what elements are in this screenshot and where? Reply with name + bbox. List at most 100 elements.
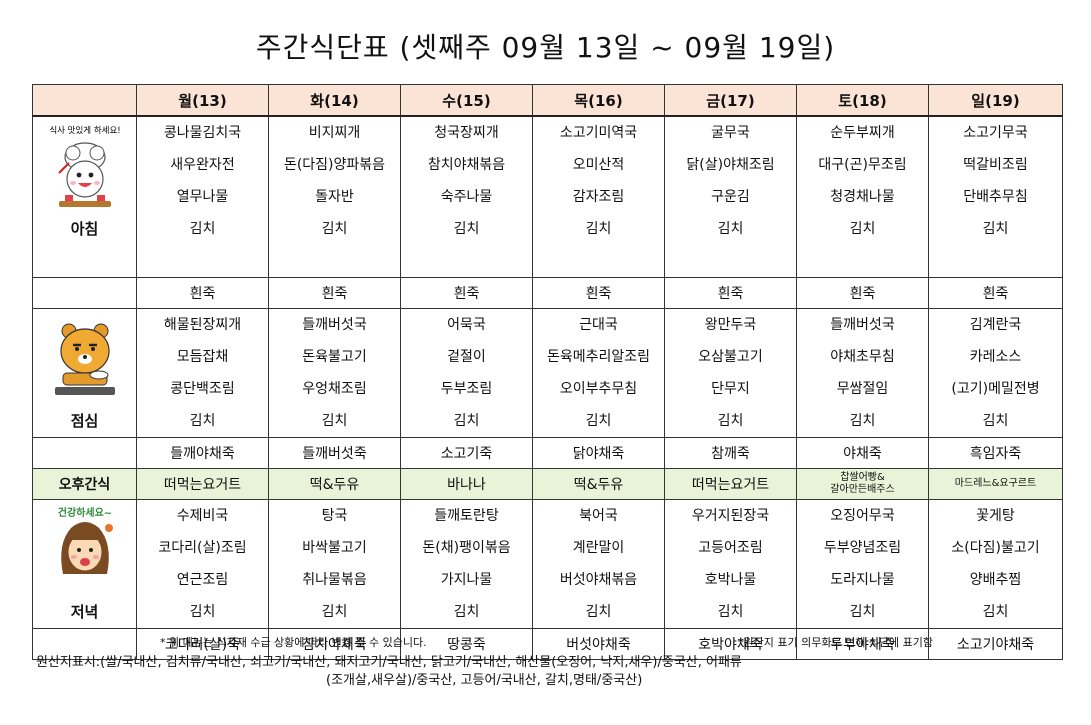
breakfast-sun: 소고기무국 떡갈비조림 단배추무침 김치 <box>928 115 1063 278</box>
menu-item: 김치 <box>321 413 348 429</box>
menu-item: 김치 <box>849 221 876 237</box>
breakfast-thu: 소고기미역국 오미산적 감자조림 김치 <box>532 115 665 278</box>
lunch-label: 점심 <box>70 412 99 430</box>
menu-item: 김치 <box>453 221 480 237</box>
menu-item: 김치 <box>321 604 348 620</box>
snack-label: 오후간식 <box>32 468 137 500</box>
menu-item: 김치 <box>717 221 744 237</box>
origin-label-note: *원산지 표기 의무화로 인해 식단에 표기함 <box>738 636 934 649</box>
lunch-porridge-row: 들깨야채죽 들깨버섯죽 소고기죽 닭야채죽 참깨죽 야채죽 흑임자죽 <box>32 437 1063 469</box>
breakfast-sat: 순두부찌개 대구(곤)무조림 청경채나물 김치 <box>796 115 929 278</box>
menu-item: 열무나물 <box>176 189 229 205</box>
day-header: 월(13) <box>136 84 269 117</box>
menu-item: 고등어조림 <box>698 540 763 556</box>
menu-item: 돈(채)팽이볶음 <box>422 540 511 556</box>
menu-item: 김치 <box>982 604 1009 620</box>
menu-item: 코다리(살)조림 <box>158 540 247 556</box>
lunch-row: 점심 해물된장찌개 모듬잡채 콩단백조림 김치 들깨버섯국 돈육불고기 우엉채조… <box>32 308 1063 438</box>
menu-item: 감자조림 <box>572 189 625 205</box>
origin-line-1: 원산지표시:(쌀/국내산, 김치류/국내산, 쇠고기/국내산, 돼지고기/국내산… <box>36 655 742 670</box>
menu-item: 연근조림 <box>176 572 229 588</box>
lunch-porridge-label <box>32 437 137 469</box>
porridge-item: 흰죽 <box>664 277 797 309</box>
porridge-item: 버섯야채죽 <box>532 628 665 660</box>
menu-item: 들깨토란탕 <box>434 508 499 524</box>
menu-item: 김치 <box>717 413 744 429</box>
snack-item: 떡&두유 <box>268 468 401 500</box>
lunch-thu: 근대국 돈육메추리알조림 오이부추무침 김치 <box>532 308 665 438</box>
dinner-wed: 들깨토란탕 돈(채)팽이볶음 가지나물 김치 <box>400 499 533 629</box>
header-corner <box>32 84 137 117</box>
menu-item: 돌자반 <box>315 189 354 205</box>
dinner-sun: 꽃게탕 소(다짐)불고기 양배추찜 김치 <box>928 499 1063 629</box>
menu-item: 김치 <box>453 413 480 429</box>
menu-item: 소고기미역국 <box>559 125 638 141</box>
menu-item: (고기)메밀전병 <box>951 381 1040 397</box>
porridge-item: 코다리(살)죽 <box>136 628 269 660</box>
breakfast-porridge-label <box>32 277 137 309</box>
breakfast-icon-caption: 식사 맛있게 하세요! <box>49 125 120 136</box>
menu-item: 취나물볶음 <box>302 572 367 588</box>
menu-item: 김치 <box>585 604 612 620</box>
menu-item: 들깨버섯국 <box>302 317 367 333</box>
lunch-sat: 들깨버섯국 야채초무침 무쌈절임 김치 <box>796 308 929 438</box>
snack-item: 떠먹는요거트 <box>136 468 269 500</box>
porridge-item: 흰죽 <box>796 277 929 309</box>
porridge-item: 호박야채죽 <box>664 628 797 660</box>
menu-item: 대구(곤)무조림 <box>818 157 907 173</box>
menu-item: 김계란국 <box>969 317 1022 333</box>
menu-item: 김치 <box>849 413 876 429</box>
menu-item: 김치 <box>982 413 1009 429</box>
menu-item: 오삼불고기 <box>698 349 763 365</box>
porridge-item: 땅콩죽 <box>400 628 533 660</box>
porridge-item: 흰죽 <box>400 277 533 309</box>
menu-item: 모듬잡채 <box>176 349 229 365</box>
lunch-label-cell: 점심 <box>32 308 137 438</box>
origin-info: 원산지표시:(쌀/국내산, 김치류/국내산, 쇠고기/국내산, 돼지고기/국내산… <box>36 654 1066 690</box>
breakfast-porridge-row: 흰죽 흰죽 흰죽 흰죽 흰죽 흰죽 흰죽 <box>32 277 1063 309</box>
menu-item: 김치 <box>717 604 744 620</box>
porridge-item: 흰죽 <box>532 277 665 309</box>
day-header: 금(17) <box>664 84 797 117</box>
dinner-mon: 수제비국 코다리(살)조림 연근조림 김치 <box>136 499 269 629</box>
dinner-label-cell: 건강하세요~ 저녁 <box>32 499 137 629</box>
day-header: 수(15) <box>400 84 533 117</box>
healthy-girl-icon: 건강하세요~ <box>49 504 121 590</box>
lion-eating-icon <box>49 317 121 401</box>
menu-item: 어묵국 <box>447 317 486 333</box>
menu-item: 왕만두국 <box>704 317 757 333</box>
menu-item: 구운김 <box>711 189 750 205</box>
porridge-item: 소고기죽 <box>400 437 533 469</box>
menu-item: 북어국 <box>579 508 618 524</box>
page-title: 주간식단표 (셋째주 09월 13일 ~ 09월 19일) <box>255 31 836 64</box>
porridge-item: 소고기야채죽 <box>928 628 1063 660</box>
porridge-item: 참깨죽 <box>664 437 797 469</box>
dinner-thu: 북어국 계란말이 버섯야채볶음 김치 <box>532 499 665 629</box>
porridge-item: 참치야채죽 <box>268 628 401 660</box>
breakfast-wed: 청국장찌개 참치야채볶음 숙주나물 김치 <box>400 115 533 278</box>
menu-item: 우엉채조림 <box>302 381 367 397</box>
day-header: 일(19) <box>928 84 1063 117</box>
lunch-tue: 들깨버섯국 돈육불고기 우엉채조림 김치 <box>268 308 401 438</box>
porridge-item: 흰죽 <box>136 277 269 309</box>
menu-item: 계란말이 <box>572 540 625 556</box>
menu-item: 도라지나물 <box>830 572 895 588</box>
menu-item: 야채초무침 <box>830 349 895 365</box>
menu-item: 김치 <box>321 221 348 237</box>
snack-item: 바나나 <box>400 468 533 500</box>
porridge-item: 들깨버섯죽 <box>268 437 401 469</box>
menu-item: 카레소스 <box>969 349 1022 365</box>
menu-item: 김치 <box>585 221 612 237</box>
menu-item: 김치 <box>189 221 216 237</box>
menu-item: 가지나물 <box>440 572 493 588</box>
menu-item: 김치 <box>189 413 216 429</box>
menu-item: 탕국 <box>321 508 348 524</box>
menu-item: 돈육메추리알조림 <box>546 349 651 365</box>
menu-table: 월(13) 화(14) 수(15) 목(16) 금(17) 토(18) 일(19… <box>32 84 1063 660</box>
menu-item: 바싹불고기 <box>302 540 367 556</box>
menu-item: 김치 <box>982 221 1009 237</box>
menu-item: 단배추무침 <box>963 189 1028 205</box>
porridge-item: 야채죽 <box>796 437 929 469</box>
chef-cartoon-icon: 식사 맛있게 하세요! <box>49 123 121 211</box>
snack-row: 오후간식 떠먹는요거트 떡&두유 바나나 떡&두유 떠먹는요거트 찹쌀어빵& 갈… <box>32 468 1063 500</box>
